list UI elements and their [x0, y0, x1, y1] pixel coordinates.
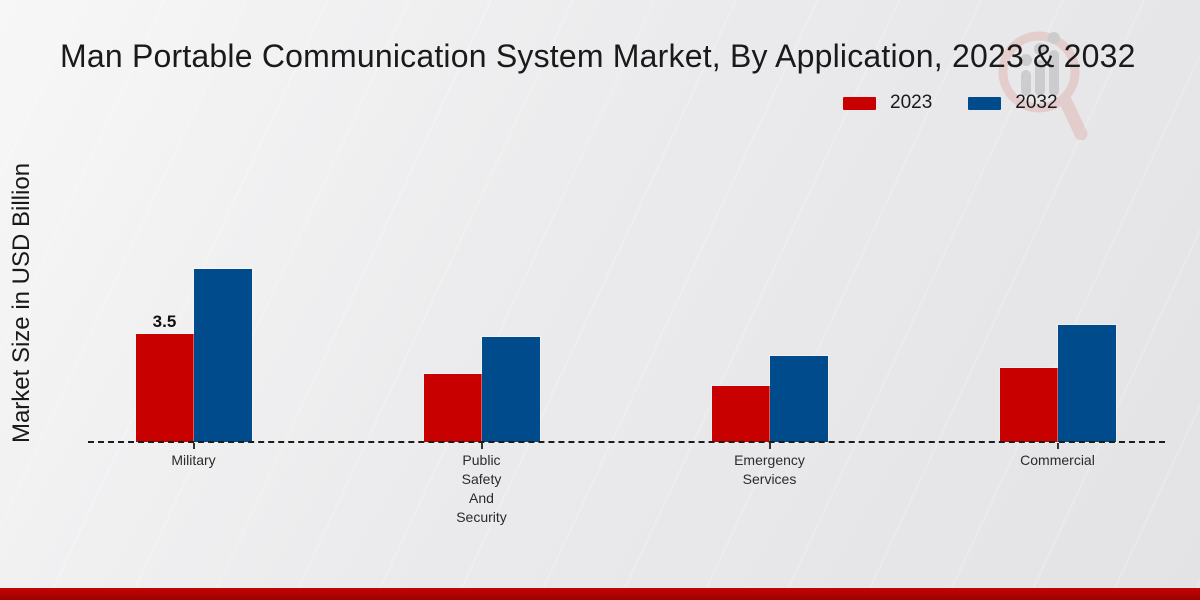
x-axis-baseline [88, 441, 1165, 443]
bar-2023-commercial [999, 368, 1058, 442]
x-axis-category-label: Emergency Services [734, 452, 805, 487]
y-axis-label: Market Size in USD Billion [8, 162, 35, 444]
x-axis-tick [1056, 443, 1059, 449]
legend-item-2023: 2023 [843, 92, 932, 114]
legend-label-2032: 2032 [1015, 92, 1058, 113]
bar-2023-emergency-services [711, 386, 770, 442]
bar-2023-military [135, 334, 194, 442]
x-axis-tick [480, 443, 483, 449]
x-axis-category-label: Commercial [1020, 452, 1095, 468]
footer-accent-bar [0, 588, 1200, 600]
magnifier-bar-chart-watermark-icon [998, 31, 1088, 140]
chart-title: Man Portable Communication System Market… [60, 38, 1136, 74]
x-axis-tick [192, 443, 195, 449]
legend-swatch-2023 [843, 96, 876, 110]
legend: 2023 2032 [843, 92, 1058, 114]
x-axis-category-label: Public Safety And Security [456, 452, 507, 525]
bar-2032-public-safety-and-security [481, 337, 540, 442]
value-label-2023-military: 3.5 [152, 312, 177, 331]
x-axis-tick [768, 443, 771, 449]
legend-swatch-2032 [968, 96, 1002, 110]
x-axis-category-label: Military [171, 452, 216, 468]
legend-item-2032: 2032 [968, 92, 1058, 114]
bar-2032-commercial [1057, 325, 1116, 442]
bar-2023-public-safety-and-security [423, 374, 482, 442]
legend-label-2023: 2023 [890, 92, 933, 113]
bar-2032-military [193, 269, 252, 442]
bar-2032-emergency-services [769, 356, 828, 442]
